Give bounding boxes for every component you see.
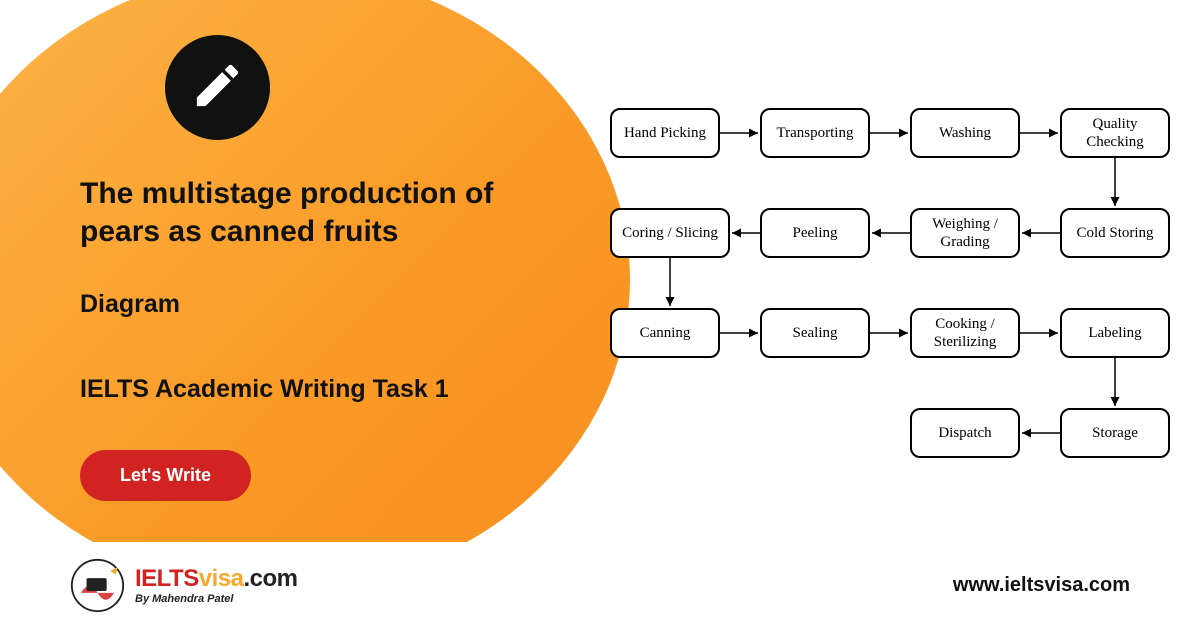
pencil-icon bbox=[190, 58, 245, 118]
flow-node-n7: Peeling bbox=[760, 208, 870, 258]
flow-node-n1: Hand Picking bbox=[610, 108, 720, 158]
footer: IELTSvisa.com By Mahendra Patel www.ielt… bbox=[0, 542, 1200, 627]
brand-part-gold: visa bbox=[199, 565, 244, 592]
flow-node-n4: Quality Checking bbox=[1060, 108, 1170, 158]
flow-node-n14: Dispatch bbox=[910, 408, 1020, 458]
flow-node-n10: Sealing bbox=[760, 308, 870, 358]
flow-node-n8: Coring / Slicing bbox=[610, 208, 730, 258]
flow-node-n12: Labeling bbox=[1060, 308, 1170, 358]
flow-node-n5: Cold Storing bbox=[1060, 208, 1170, 258]
flow-node-n2: Transporting bbox=[760, 108, 870, 158]
flow-node-n3: Washing bbox=[910, 108, 1020, 158]
brand-part-dark: .com bbox=[243, 565, 297, 592]
subtitle-task: IELTS Academic Writing Task 1 bbox=[80, 375, 449, 404]
flow-node-n9: Canning bbox=[610, 308, 720, 358]
subtitle-diagram: Diagram bbox=[80, 290, 180, 319]
lets-write-button[interactable]: Let's Write bbox=[80, 450, 251, 501]
logo: IELTSvisa.com By Mahendra Patel bbox=[70, 558, 297, 613]
logo-badge-icon bbox=[70, 558, 125, 613]
page-canvas: The multistage production of pears as ca… bbox=[0, 0, 1200, 627]
flow-node-n13: Storage bbox=[1060, 408, 1170, 458]
pencil-icon-circle bbox=[165, 35, 270, 140]
site-url: www.ieltsvisa.com bbox=[953, 574, 1130, 597]
brand-name: IELTSvisa.com bbox=[135, 565, 297, 593]
flowchart-container: Hand Picking Transporting Washing Quality C… bbox=[610, 108, 1190, 498]
brand-part-red: IELTS bbox=[135, 565, 199, 592]
flow-node-n6: Weighing / Grading bbox=[910, 208, 1020, 258]
page-title: The multistage production of pears as ca… bbox=[80, 175, 580, 250]
flow-node-n11: Cooking / Sterilizing bbox=[910, 308, 1020, 358]
brand-byline: By Mahendra Patel bbox=[135, 593, 297, 605]
logo-text: IELTSvisa.com By Mahendra Patel bbox=[135, 565, 297, 605]
